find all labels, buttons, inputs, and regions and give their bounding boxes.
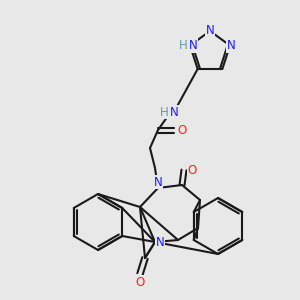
Text: N: N — [156, 236, 164, 248]
Text: O: O — [177, 124, 187, 136]
Text: H: H — [179, 39, 188, 52]
Text: O: O — [135, 275, 145, 289]
Text: O: O — [188, 164, 196, 176]
Text: N: N — [189, 39, 197, 52]
Text: N: N — [154, 176, 162, 188]
Text: N: N — [226, 39, 235, 52]
Text: N: N — [206, 25, 214, 38]
Text: N: N — [169, 106, 178, 118]
Text: H: H — [160, 106, 168, 118]
